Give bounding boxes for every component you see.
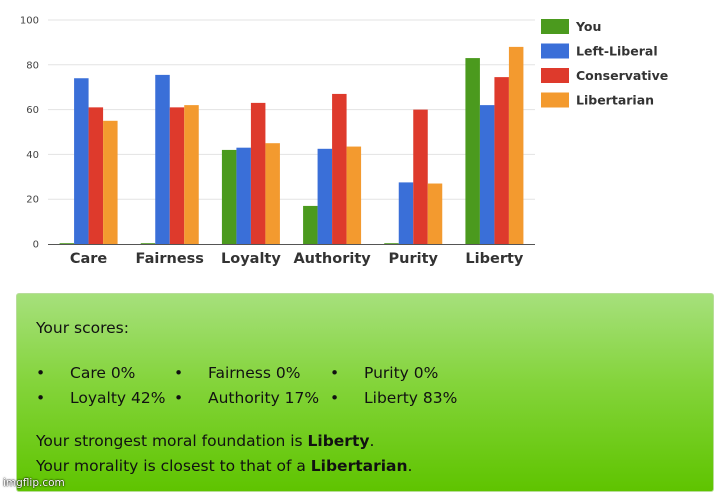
scores-title: Your scores: [36,319,129,337]
legend-label: Left-Liberal [576,44,658,59]
bar-authority-libertarian [346,146,362,244]
bar-fairness-conservative [169,107,185,244]
bullet-icon: • [36,389,46,407]
bar-loyalty-you [221,149,237,244]
score-label: Fairness 0% [208,364,301,382]
y-tick-label: 80 [26,60,39,71]
bar-loyalty-left-liberal [236,147,251,244]
y-tick-label: 40 [26,150,39,161]
y-tick-label: 60 [26,105,39,116]
legend-label: Libertarian [576,93,654,108]
bar-loyalty-conservative [250,102,266,244]
bar-liberty-libertarian [508,46,524,244]
score-item-purity: • Purity 0% [330,364,438,382]
y-tick-label: 20 [26,195,39,206]
bar-authority-conservative [332,93,347,244]
legend-label: Conservative [576,68,668,83]
y-tick-label: 0 [33,240,39,251]
bar-loyalty-libertarian [265,143,280,244]
legend-swatch [541,19,569,34]
bar-chart: 0 20 40 60 80 100 Care Fairness Loyalty Authority… [20,16,668,268]
score-label: Liberty 83% [364,389,458,407]
y-tick-label: 100 [20,16,39,27]
x-tick-label: Care [70,251,108,267]
closest-prefix: Your morality is closest to that of a [36,457,311,475]
bullet-icon: • [174,364,184,382]
score-item-liberty: • Liberty 83% [330,389,457,407]
bar-care-left-liberal [74,78,89,245]
strongest-suffix: . [369,432,375,450]
score-label: Purity 0% [364,364,439,382]
bar-authority-left-liberal [317,148,333,244]
legend-swatch [541,43,569,59]
watermark: imgflip.com [3,477,65,489]
closest-morality-text: Your morality is closest to that of a Li… [36,457,412,475]
x-tick-label: Liberty [465,251,524,267]
legend-label: You [575,19,601,34]
score-label: Care 0% [70,364,136,382]
score-item-authority: • Authority 17% [174,389,319,407]
strongest-prefix: Your strongest moral foundation is [36,432,308,450]
x-tick-label: Authority [293,251,371,267]
score-label: Authority 17% [208,389,320,407]
strongest-foundation-text: Your strongest moral foundation is Liber… [36,432,374,450]
bullet-icon: • [330,389,340,407]
bar-care-conservative [88,107,104,244]
bar-purity-you [384,243,399,244]
bar-care-you [59,243,75,244]
x-tick-label: Purity [389,251,439,267]
legend-swatch [541,68,569,83]
legend-swatch [541,92,569,108]
bar-fairness-left-liberal [155,74,170,244]
bar-authority-you [303,205,318,244]
bar-purity-conservative [413,109,428,244]
scores-panel: Your scores: • Care 0% • Fairness 0% • Puri… [16,293,714,492]
bar-purity-left-liberal [398,182,414,244]
x-tick-label: Loyalty [221,251,281,267]
closest-value: Libertarian [310,457,408,475]
bar-fairness-you [140,243,156,244]
bar-liberty-you [465,58,480,244]
score-item-loyalty: • Loyalty 42% [36,389,165,407]
bar-fairness-libertarian [184,105,199,245]
closest-suffix: . [407,457,413,475]
bullet-icon: • [330,364,340,382]
score-item-care: • Care 0% [36,364,135,382]
score-item-fairness: • Fairness 0% [174,364,300,382]
bar-purity-libertarian [427,183,443,244]
chart-canvas: 0 20 40 60 80 100 Care Fairness Loyalty Authority… [20,16,668,268]
strongest-value: Liberty [307,432,370,450]
score-label: Loyalty 42% [70,389,166,407]
bar-liberty-left-liberal [479,105,495,245]
bullet-icon: • [174,389,184,407]
bullet-icon: • [36,364,46,382]
bar-liberty-conservative [494,77,509,245]
x-tick-label: Fairness [136,251,204,267]
bar-care-libertarian [103,120,118,244]
